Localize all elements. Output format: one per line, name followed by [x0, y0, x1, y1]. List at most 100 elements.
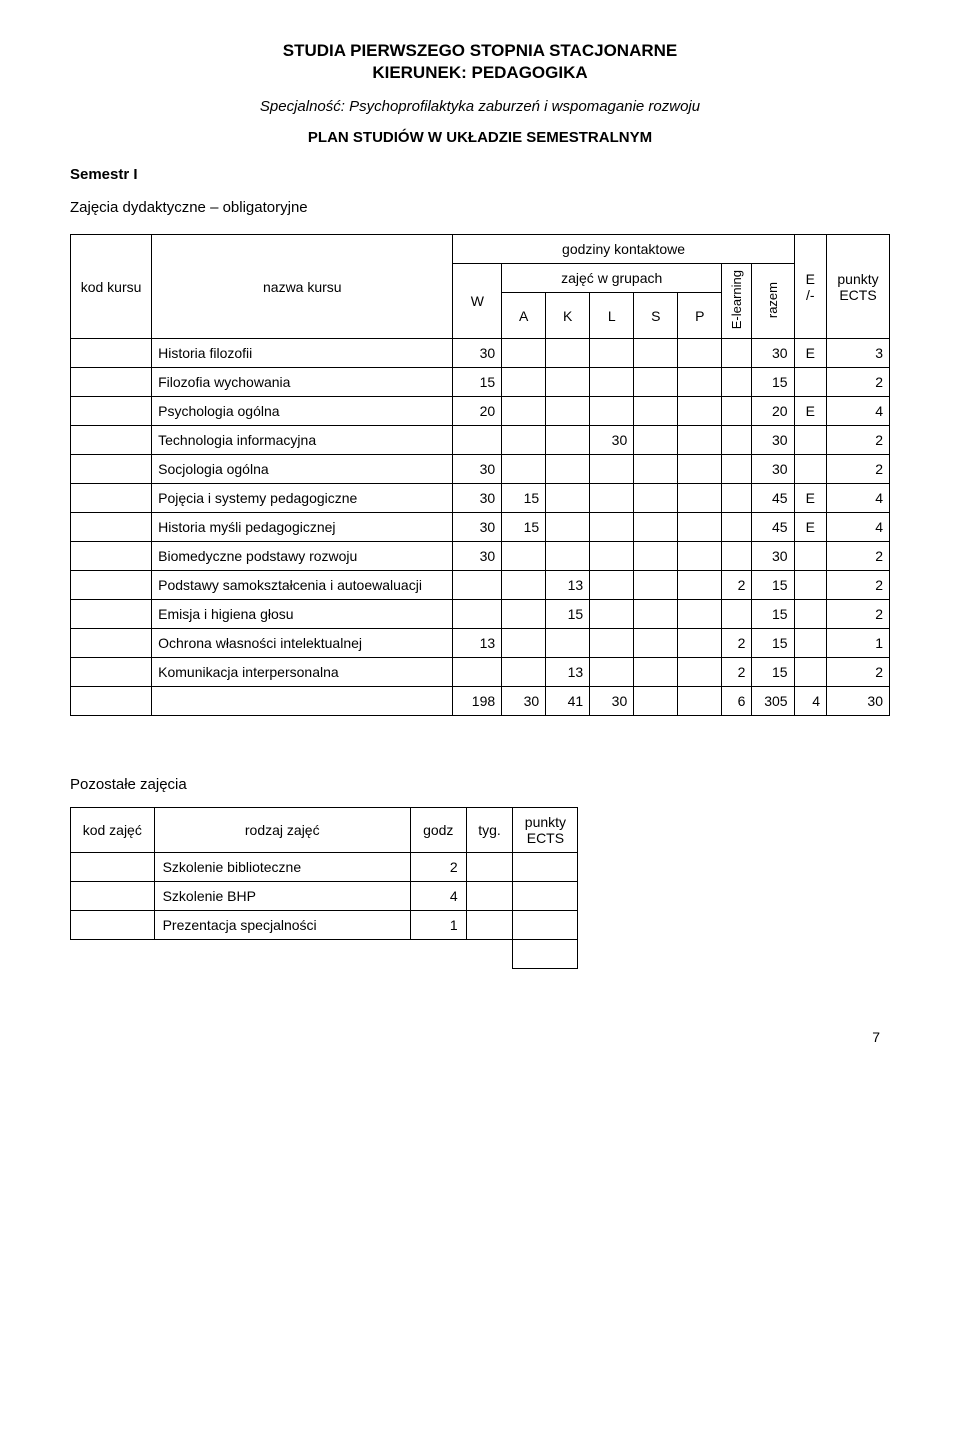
table-row: Podstawy samokształcenia i autoewaluacji… [71, 571, 890, 600]
cell-p [678, 600, 722, 629]
cell-razem: 30 [752, 455, 794, 484]
extra-empty-cell [466, 940, 513, 969]
extra-cell-tyg [466, 882, 513, 911]
total-s [634, 687, 678, 716]
cell-e [794, 600, 826, 629]
cell-elearning [722, 339, 752, 368]
cell-nazwa: Filozofia wychowania [152, 368, 453, 397]
cell-l [590, 368, 634, 397]
cell-e: E [794, 397, 826, 426]
table-row: Psychologia ogólna2020E4 [71, 397, 890, 426]
cell-s [634, 339, 678, 368]
table-row: Pojęcia i systemy pedagogiczne301545E4 [71, 484, 890, 513]
extra-cell-tyg [466, 911, 513, 940]
table-row: Ochrona własności intelektualnej132151 [71, 629, 890, 658]
page: STUDIA PIERWSZEGO STOPNIA STACJONARNE KI… [0, 0, 960, 1075]
cell-w: 30 [453, 542, 502, 571]
cell-w: 30 [453, 339, 502, 368]
cell-s [634, 513, 678, 542]
total-kod [71, 687, 152, 716]
table-header: kod kursu nazwa kursu godziny kontaktowe… [71, 235, 890, 339]
extra-empty-row [71, 940, 578, 969]
cell-w: 30 [453, 513, 502, 542]
cell-e [794, 455, 826, 484]
cell-razem: 15 [752, 571, 794, 600]
extra-empty-cell [410, 940, 466, 969]
cell-elearning [722, 397, 752, 426]
cell-ects: 4 [827, 397, 890, 426]
extra-cell-kod [71, 911, 155, 940]
cell-razem: 15 [752, 629, 794, 658]
cell-a: 15 [502, 513, 546, 542]
cell-kod [71, 513, 152, 542]
extra-row: Szkolenie biblioteczne2 [71, 853, 578, 882]
hdr-ects: punkty ECTS [827, 235, 890, 339]
cell-kod [71, 455, 152, 484]
total-e: 4 [794, 687, 826, 716]
cell-s [634, 600, 678, 629]
cell-kod [71, 339, 152, 368]
cell-s [634, 426, 678, 455]
cell-s [634, 629, 678, 658]
cell-nazwa: Technologia informacyjna [152, 426, 453, 455]
extra-cell-rodzaj: Szkolenie biblioteczne [154, 853, 410, 882]
cell-razem: 30 [752, 542, 794, 571]
cell-l [590, 600, 634, 629]
cell-razem: 30 [752, 339, 794, 368]
cell-ects: 2 [827, 571, 890, 600]
cell-p [678, 339, 722, 368]
cell-e [794, 368, 826, 397]
cell-e: E [794, 484, 826, 513]
cell-a [502, 455, 546, 484]
extra-row: Prezentacja specjalności1 [71, 911, 578, 940]
cell-p [678, 542, 722, 571]
cell-w [453, 658, 502, 687]
cell-l [590, 397, 634, 426]
cell-nazwa: Ochrona własności intelektualnej [152, 629, 453, 658]
cell-ects: 4 [827, 484, 890, 513]
cell-s [634, 542, 678, 571]
hdr-kod: kod kursu [71, 235, 152, 339]
extra-empty-cell [513, 940, 578, 969]
cell-nazwa: Komunikacja interpersonalna [152, 658, 453, 687]
table-row: Technologia informacyjna30302 [71, 426, 890, 455]
extra-empty-cell [154, 940, 410, 969]
cell-ects: 2 [827, 542, 890, 571]
cell-kod [71, 571, 152, 600]
cell-kod [71, 542, 152, 571]
cell-w: 30 [453, 455, 502, 484]
cell-ects: 2 [827, 600, 890, 629]
cell-elearning [722, 600, 752, 629]
cell-nazwa: Podstawy samokształcenia i autoewaluacji [152, 571, 453, 600]
cell-w: 13 [453, 629, 502, 658]
hdr-s: S [634, 293, 678, 339]
cell-kod [71, 368, 152, 397]
total-razem: 305 [752, 687, 794, 716]
cell-a [502, 571, 546, 600]
cell-w: 20 [453, 397, 502, 426]
cell-p [678, 455, 722, 484]
cell-l [590, 571, 634, 600]
cell-k [546, 455, 590, 484]
cell-e: E [794, 513, 826, 542]
cell-l [590, 484, 634, 513]
cell-k [546, 484, 590, 513]
hdr-w: W [453, 264, 502, 339]
total-w: 198 [453, 687, 502, 716]
cell-p [678, 484, 722, 513]
page-number: 7 [70, 1029, 890, 1045]
cell-a [502, 542, 546, 571]
cell-e [794, 629, 826, 658]
hdr-razem: razem [752, 264, 794, 339]
extra-cell-rodzaj: Szkolenie BHP [154, 882, 410, 911]
cell-a [502, 658, 546, 687]
extra-cell-kod [71, 882, 155, 911]
cell-nazwa: Biomedyczne podstawy rozwoju [152, 542, 453, 571]
cell-s [634, 571, 678, 600]
cell-ects: 2 [827, 426, 890, 455]
cell-a [502, 368, 546, 397]
cell-e [794, 542, 826, 571]
cell-k [546, 513, 590, 542]
cell-a [502, 339, 546, 368]
cell-ects: 2 [827, 455, 890, 484]
